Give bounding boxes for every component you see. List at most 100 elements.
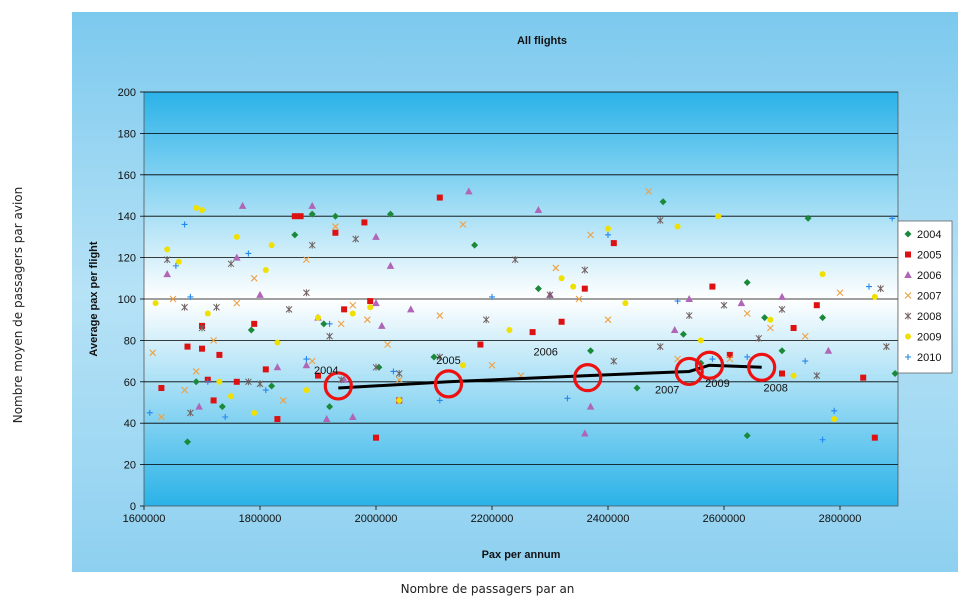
data-point-2008 [395,370,403,378]
data-point-2008 [581,266,589,274]
data-point-2009 [152,300,159,307]
data-point-2005 [813,302,820,309]
data-point-2009 [790,372,797,379]
series-2004 [184,198,899,446]
data-point-2005 [291,213,298,220]
data-point-2007 [801,332,809,340]
highlight-label-2007: 2007 [655,384,679,396]
data-point-2006 [778,292,786,300]
x-tick-label: 1600000 [123,513,166,525]
y-axis-title: Average pax per flight [88,241,100,356]
data-point-2005 [529,329,536,336]
data-point-2010 [172,262,179,269]
outer-y-axis-label-text: Nombre moyen de passagers par avion [11,186,25,424]
data-point-2009 [831,416,838,423]
legend-label-2004: 2004 [917,229,941,241]
data-point-2004 [184,438,191,446]
highlight-circle-2004 [323,371,353,401]
data-point-2007 [279,397,287,404]
legend-item-2004: 2004 [904,229,941,241]
data-point-2009 [268,242,275,249]
data-point-2004 [804,214,812,222]
data-point-2007 [363,316,371,324]
data-point-2009 [349,310,356,317]
data-point-2007 [169,295,177,303]
data-point-2008 [303,289,310,297]
data-point-2007 [158,413,165,421]
data-point-2004 [679,330,687,338]
x-tick-label: 1800000 [239,513,282,525]
data-point-2008 [245,378,252,386]
data-point-2007 [192,368,200,375]
y-tick-label: 20 [124,460,136,472]
data-point-2007 [349,301,357,309]
data-point-2006 [586,402,595,410]
data-point-2009 [367,304,374,311]
data-point-2007 [250,274,258,282]
data-point-2007 [332,223,339,230]
data-point-2009 [204,310,211,317]
data-point-2005 [184,343,191,350]
data-point-2005 [558,318,565,325]
data-point-2005 [233,378,240,385]
legend-marker-2007 [904,292,912,299]
data-point-2007 [726,355,734,363]
data-point-2009 [233,233,240,240]
highlight-circle-2007 [674,356,704,387]
data-point-2007 [233,299,241,307]
data-point-2008 [656,216,664,224]
data-point-2008 [227,260,235,268]
data-point-2005 [251,320,258,327]
data-point-2006 [737,299,746,307]
data-point-2010 [181,221,188,228]
axis-ticks: 0 20 40 60 80 100 120 140 160 180 200 1600000 180000… [118,87,862,525]
x-tick-label: 2200000 [471,513,514,525]
data-point-2008 [720,301,728,309]
data-point-2007 [604,316,612,324]
data-point-2010 [390,368,397,375]
highlight-circle-2006 [573,363,603,393]
data-point-2008 [372,363,380,371]
trend-layer: 2004 2005 2006 2007 2009 2008 [314,347,788,401]
data-point-2004 [587,347,595,355]
data-point-2004 [743,278,751,286]
data-point-2009 [193,204,200,211]
legend-label-2005: 2005 [917,250,941,262]
data-point-2005 [216,351,223,358]
data-point-2010 [889,215,896,222]
data-point-2008 [883,343,890,351]
data-point-2007 [384,341,391,348]
data-point-2010 [866,283,872,290]
data-point-2009 [315,314,321,321]
data-point-2010 [709,356,716,363]
y-tick-label: 100 [118,294,136,306]
data-point-2008 [308,241,316,249]
trend-line [338,363,762,390]
highlight-circle-2009 [694,350,725,380]
data-point-2007 [149,349,157,357]
data-point-2009 [622,300,629,307]
y-tick-label: 180 [118,128,136,140]
data-point-2010 [744,353,751,360]
legend-marker-2009 [905,333,911,340]
data-point-2007 [587,231,594,239]
data-point-2004 [778,347,786,355]
data-point-2010 [326,320,333,327]
data-point-2009 [871,293,878,300]
data-point-2004 [761,314,769,322]
data-point-2004 [331,212,339,220]
highlight-label-2005: 2005 [436,355,460,367]
data-point-2006 [685,295,693,302]
data-point-2010 [222,413,229,420]
scatter-chart: 0 20 40 60 80 100 120 140 160 180 200 1600000 180000… [72,12,958,572]
legend-item-2005: 2005 [905,250,941,262]
data-point-2008 [436,353,444,361]
data-point-2004 [659,198,667,206]
data-point-2008 [213,303,220,311]
data-point-2005 [210,397,217,404]
data-point-2008 [546,291,554,299]
data-point-2004 [326,403,334,411]
legend-item-2009: 2009 [905,332,941,344]
data-point-2008 [352,235,360,243]
data-point-2006 [256,290,264,298]
